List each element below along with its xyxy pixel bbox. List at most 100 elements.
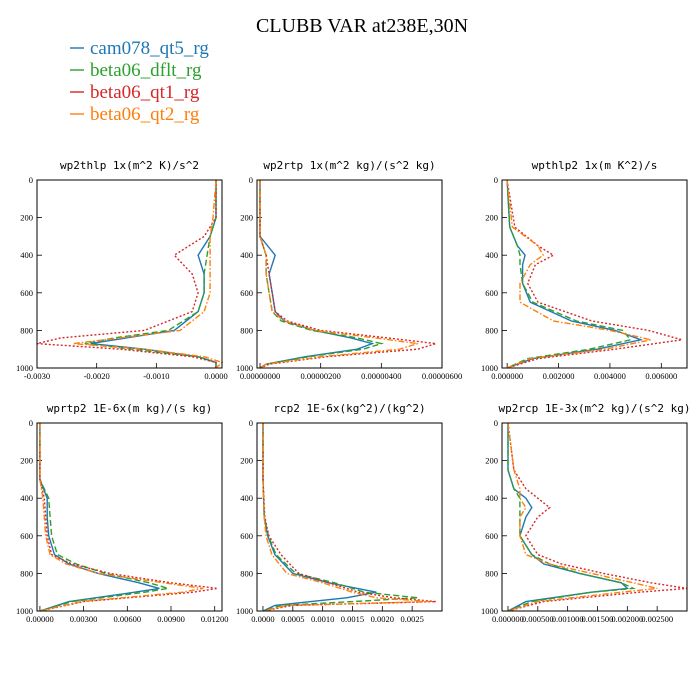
figure-title: CLUBB VAR at238E,30N <box>256 15 468 37</box>
series-beta06-qt1-rg <box>259 180 437 369</box>
y-tick-label: 200 <box>485 213 498 223</box>
y-tick-label: 400 <box>20 250 33 260</box>
series-beta06-qt1-rg <box>506 179 683 369</box>
y-tick-label: 600 <box>240 531 253 541</box>
panel-title: wp2thlp 1x(m^2 K)/s^2 <box>60 159 199 172</box>
series-beta06-qt2-rg <box>506 179 652 369</box>
panel-3: wpthlp2 1x(m K^2)/s020040060080010000.00… <box>481 159 688 381</box>
series-beta06-dflt-rg <box>262 423 419 612</box>
x-tick-label: 0.00000400 <box>361 371 401 381</box>
x-tick-label: 0.00300 <box>70 614 98 624</box>
x-tick-label: -0.0030 <box>24 371 50 381</box>
x-tick-label: 0.0020 <box>371 614 394 624</box>
x-tick-label: -0.0020 <box>84 371 110 381</box>
legend-label-beta06-qt2-rg: beta06_qt2_rg <box>90 104 200 125</box>
plot-frame <box>36 422 223 612</box>
series-cam078-qt5-rg <box>259 180 375 369</box>
series-cam078-qt5-rg <box>507 423 629 612</box>
plot-frame <box>36 179 223 369</box>
series-beta06-dflt-rg <box>84 180 217 368</box>
x-tick-label: 0.004000 <box>594 371 626 381</box>
series-beta06-qt1-rg <box>507 422 688 612</box>
panel-title: wpthlp2 1x(m K^2)/s <box>532 159 658 172</box>
x-tick-label: 0.00000600 <box>422 371 462 381</box>
y-tick-label: 600 <box>485 288 498 298</box>
series-beta06-dflt-rg <box>507 423 636 612</box>
x-tick-label: 0.0010 <box>311 614 334 624</box>
y-tick-label: 1000 <box>16 363 33 373</box>
legend-label-beta06-qt1-rg: beta06_qt1_rg <box>90 82 200 103</box>
x-tick-label: 0.0015 <box>341 614 364 624</box>
y-tick-label: 1000 <box>236 363 253 373</box>
y-tick-label: 400 <box>20 493 33 503</box>
series-cam078-qt5-rg <box>39 423 160 612</box>
legend-label-cam078-qt5-rg: cam078_qt5_rg <box>90 38 209 59</box>
panel-title: wprtp2 1E-6x(m kg)/(s kg) <box>47 402 213 415</box>
y-tick-label: 800 <box>485 568 498 578</box>
panel-1: wp2thlp 1x(m^2 K)/s^202004006008001000-0… <box>16 159 228 381</box>
y-tick-label: 200 <box>240 213 253 223</box>
y-tick-label: 600 <box>240 288 253 298</box>
x-tick-label: 0.0025 <box>400 614 423 624</box>
panel-title: wp2rcp 1E-3x(m^2 kg)/(s^2 kg) <box>498 402 690 415</box>
x-tick-label: 0.0000 <box>251 614 274 624</box>
y-tick-label: 800 <box>485 325 498 335</box>
panels: wp2thlp 1x(m^2 K)/s^202004006008001000-0… <box>16 159 691 624</box>
y-tick-label: 800 <box>240 568 253 578</box>
y-tick-label: 800 <box>240 325 253 335</box>
y-tick-label: 0 <box>494 418 498 428</box>
legend: cam078_qt5_rg beta06_dflt_rg beta06_qt1_… <box>70 38 209 125</box>
legend-label-beta06-dflt-rg: beta06_dflt_rg <box>90 60 202 81</box>
y-tick-label: 1000 <box>236 606 253 616</box>
panel-2: wp2rtp 1x(m^2 kg)/(s^2 kg) 0 200 400 600 800 1… <box>236 159 462 381</box>
x-tick-label: 0.00000200 <box>301 371 341 381</box>
panel-4: wprtp2 1E-6x(m kg)/(s kg) 0 200 400 600 800 10… <box>16 402 229 624</box>
series-beta06-qt2-rg <box>507 422 658 612</box>
y-tick-label: 1000 <box>481 363 498 373</box>
x-tick-label: -0.0010 <box>143 371 169 381</box>
x-tick-label: 0.00900 <box>157 614 185 624</box>
plot-frame <box>501 422 688 612</box>
series-beta06-qt1-rg <box>36 180 217 368</box>
y-tick-label: 1000 <box>16 606 33 616</box>
y-tick-label: 600 <box>485 531 498 541</box>
y-tick-label: 0 <box>249 418 253 428</box>
x-tick-label: 0.0000 <box>204 371 227 381</box>
y-tick-label: 800 <box>20 325 33 335</box>
y-tick-label: 400 <box>485 493 498 503</box>
series-beta06-qt1-rg <box>262 423 437 612</box>
plot-frame <box>501 179 688 369</box>
series-beta06-dflt-rg <box>259 180 384 369</box>
y-tick-label: 600 <box>20 531 33 541</box>
y-tick-label: 400 <box>240 250 253 260</box>
series-beta06-qt2-rg <box>72 179 224 369</box>
series-beta06-dflt-rg <box>506 179 632 369</box>
series-beta06-qt1-rg <box>39 423 218 612</box>
series-beta06-qt2-rg <box>39 423 204 612</box>
y-tick-label: 200 <box>240 456 253 466</box>
y-tick-label: 200 <box>485 456 498 466</box>
y-tick-label: 0 <box>249 175 253 185</box>
y-tick-label: 1000 <box>481 606 498 616</box>
y-tick-label: 200 <box>20 456 33 466</box>
y-tick-label: 0 <box>29 175 33 185</box>
panel-title: wp2rtp 1x(m^2 kg)/(s^2 kg) <box>263 159 435 172</box>
x-tick-label: 0.001000 <box>552 614 584 624</box>
x-tick-label: 0.00600 <box>114 614 142 624</box>
y-tick-label: 0 <box>29 418 33 428</box>
x-tick-label: 0.000500 <box>522 614 554 624</box>
y-tick-label: 600 <box>20 288 33 298</box>
panel-5: rcp2 1E-6x(kg^2)/(kg^2) 0 200 400 600 800 1000… <box>236 402 443 624</box>
y-tick-label: 800 <box>20 568 33 578</box>
y-tick-label: 0 <box>494 175 498 185</box>
series-beta06-qt2-rg <box>259 180 418 369</box>
x-tick-label: 0.006000 <box>645 371 677 381</box>
series-beta06-qt2-rg <box>262 423 431 612</box>
series-cam078-qt5-rg <box>506 179 644 369</box>
y-tick-label: 400 <box>240 493 253 503</box>
x-tick-label: 0.000000 <box>491 371 523 381</box>
series-beta06-dflt-rg <box>39 423 169 612</box>
x-tick-label: 0.002000 <box>611 614 643 624</box>
x-tick-label: 0.00000000 <box>240 371 280 381</box>
